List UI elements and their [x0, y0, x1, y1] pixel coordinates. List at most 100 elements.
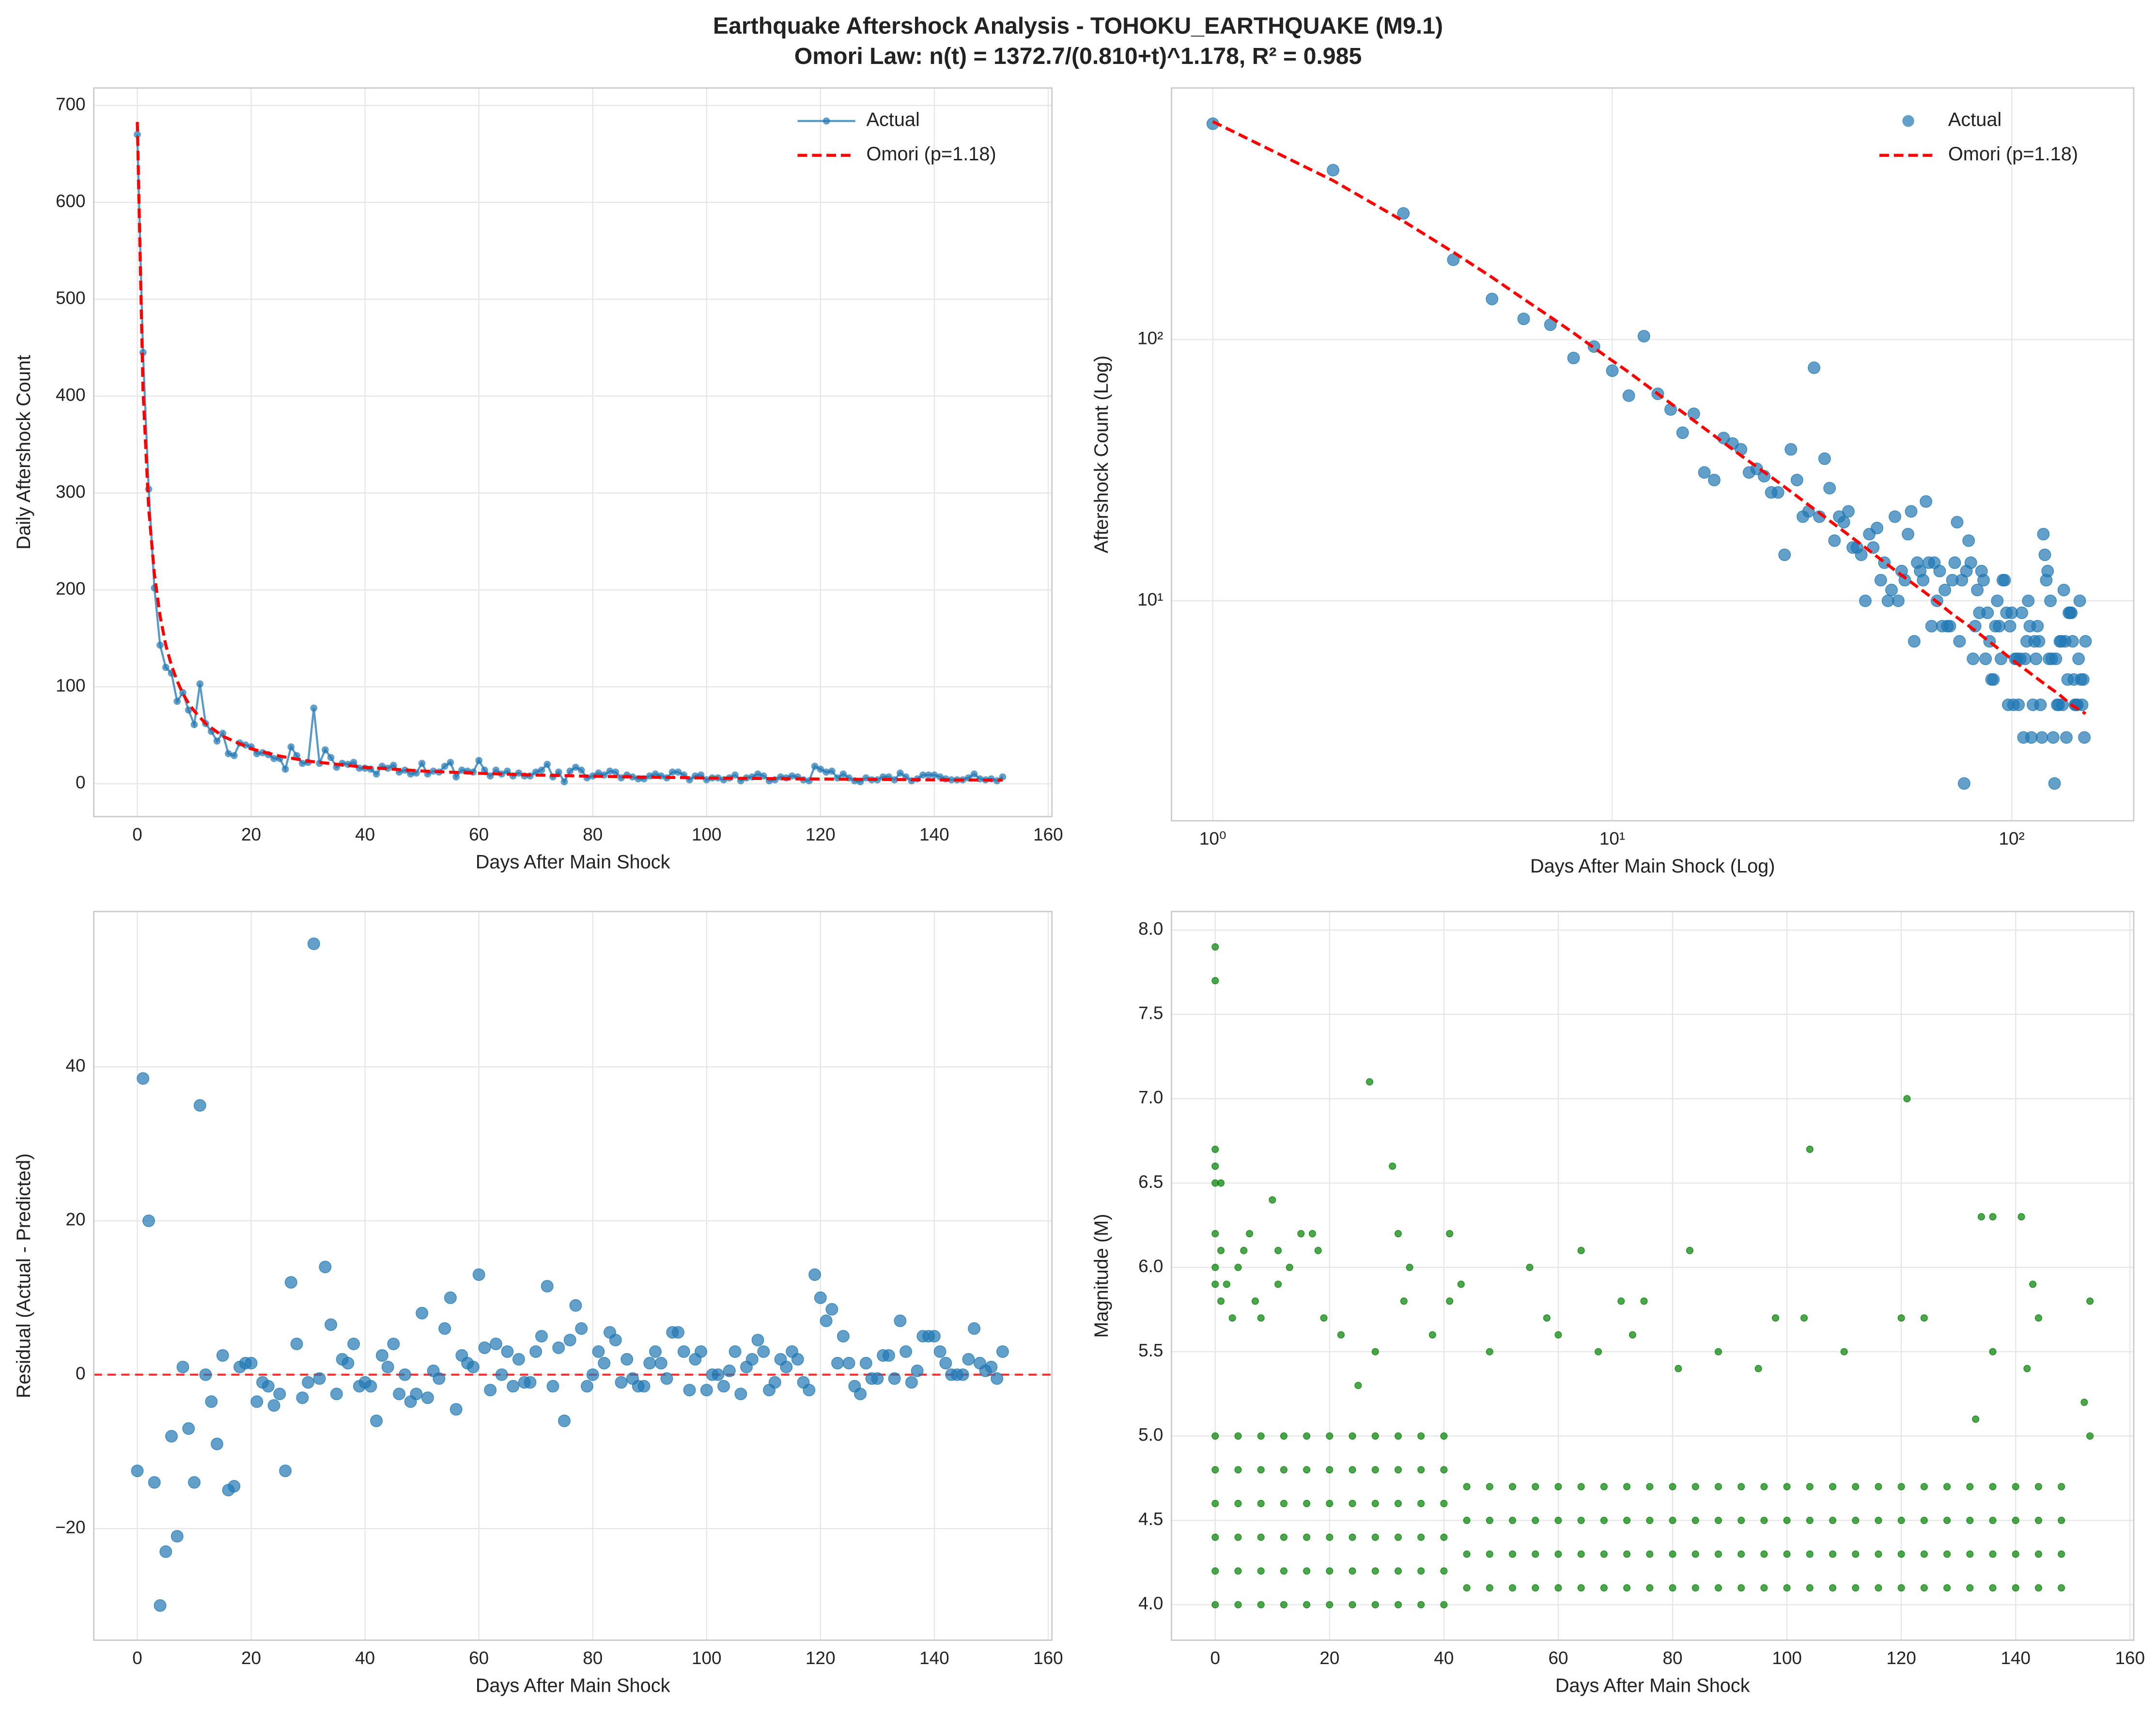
data-point	[754, 770, 761, 778]
data-point	[327, 754, 335, 762]
data-point	[1554, 1483, 1562, 1491]
y-tick-label: 7.5	[1138, 1003, 1163, 1023]
x-tick-label: 0	[132, 1648, 142, 1668]
data-point	[2012, 1483, 2019, 1491]
data-point	[1600, 1516, 1608, 1524]
data-point	[891, 776, 898, 784]
data-point	[1326, 1567, 1334, 1575]
data-point	[1257, 1432, 1265, 1440]
x-tick-label: 120	[806, 825, 836, 844]
data-point	[1440, 1601, 1448, 1608]
data-point	[2065, 607, 2078, 619]
data-point	[441, 763, 449, 770]
data-point	[216, 1349, 229, 1362]
data-point	[817, 765, 824, 773]
data-point	[1875, 1516, 1882, 1524]
data-point	[1829, 1483, 1837, 1491]
data-point	[674, 768, 682, 776]
data-point	[1280, 1533, 1287, 1541]
data-point	[968, 1322, 981, 1335]
data-point	[524, 1376, 537, 1389]
subplot: 0 20 40 60 80 100 120 140 160 0 100 200 300 400 500 600…	[13, 87, 1063, 873]
x-tick-label: 120	[1886, 1648, 1916, 1668]
data-point	[1859, 594, 1872, 607]
data-point	[2034, 1483, 2042, 1491]
data-point	[745, 1353, 759, 1366]
data-point	[1829, 1516, 1837, 1524]
data-point	[1951, 516, 1964, 529]
data-point	[1783, 1483, 1791, 1491]
data-point	[1953, 635, 1966, 648]
data-point	[450, 1403, 463, 1416]
data-point	[928, 1330, 941, 1343]
data-point	[1943, 1550, 1951, 1558]
data-point	[2077, 673, 2090, 686]
data-point	[2076, 698, 2089, 711]
data-point	[1486, 1483, 1493, 1491]
data-point	[1760, 1550, 1768, 1558]
data-point	[734, 1387, 747, 1401]
data-point	[1257, 1500, 1265, 1508]
data-point	[535, 1330, 548, 1343]
data-point	[2023, 1365, 2031, 1372]
data-point	[2048, 777, 2061, 790]
data-point	[1837, 516, 1850, 529]
data-point	[393, 1387, 406, 1401]
data-point	[956, 1368, 969, 1381]
data-point	[2034, 1584, 2042, 1592]
data-point	[1457, 1280, 1465, 1288]
data-point	[2079, 635, 2092, 648]
data-point	[962, 1353, 975, 1366]
y-axis-label: Aftershock Count (Log)	[1091, 356, 1112, 553]
data-point	[296, 1391, 309, 1404]
data-point	[700, 1384, 713, 1397]
data-point	[905, 1376, 918, 1389]
data-point	[1280, 1466, 1287, 1474]
data-point	[1509, 1483, 1517, 1491]
y-tick-label: 700	[56, 94, 86, 114]
data-point	[1977, 574, 1990, 587]
data-point	[695, 1345, 707, 1358]
data-point	[837, 1330, 850, 1343]
data-point	[1389, 1162, 1396, 1170]
data-point	[1532, 1550, 1539, 1558]
data-point	[1349, 1533, 1356, 1541]
data-point	[1417, 1533, 1425, 1541]
data-point	[2029, 1280, 2037, 1288]
data-point	[1320, 1314, 1328, 1322]
data-point	[1875, 1584, 1882, 1592]
data-point	[996, 1345, 1009, 1358]
x-tick-label: 40	[1434, 1648, 1454, 1668]
data-point	[486, 772, 494, 780]
data-point	[896, 769, 904, 777]
data-point	[1989, 1348, 1997, 1355]
data-point	[1852, 1550, 1860, 1558]
data-point	[452, 773, 460, 781]
data-point	[165, 1430, 178, 1443]
data-point	[1349, 1601, 1356, 1608]
data-point	[1417, 1601, 1425, 1608]
data-point	[552, 1341, 565, 1354]
data-point	[398, 1368, 411, 1381]
data-point	[1286, 1263, 1293, 1271]
data-point	[1234, 1500, 1242, 1508]
data-point	[751, 1334, 764, 1347]
data-point	[350, 759, 357, 766]
data-point	[1806, 1145, 1814, 1153]
data-point	[1440, 1500, 1448, 1508]
data-point	[1993, 620, 2006, 633]
data-point	[1737, 1550, 1745, 1558]
data-point	[1211, 1230, 1219, 1238]
data-point	[1971, 584, 1984, 596]
data-point	[2058, 1483, 2065, 1491]
data-point	[1257, 1314, 1265, 1322]
y-tick-label: 600	[56, 191, 86, 211]
data-point	[560, 778, 568, 786]
data-point	[731, 771, 739, 779]
data-point	[185, 706, 192, 714]
data-point	[717, 1380, 730, 1393]
data-point	[250, 1395, 264, 1408]
data-point	[581, 1380, 593, 1393]
data-point	[1972, 1415, 1980, 1423]
